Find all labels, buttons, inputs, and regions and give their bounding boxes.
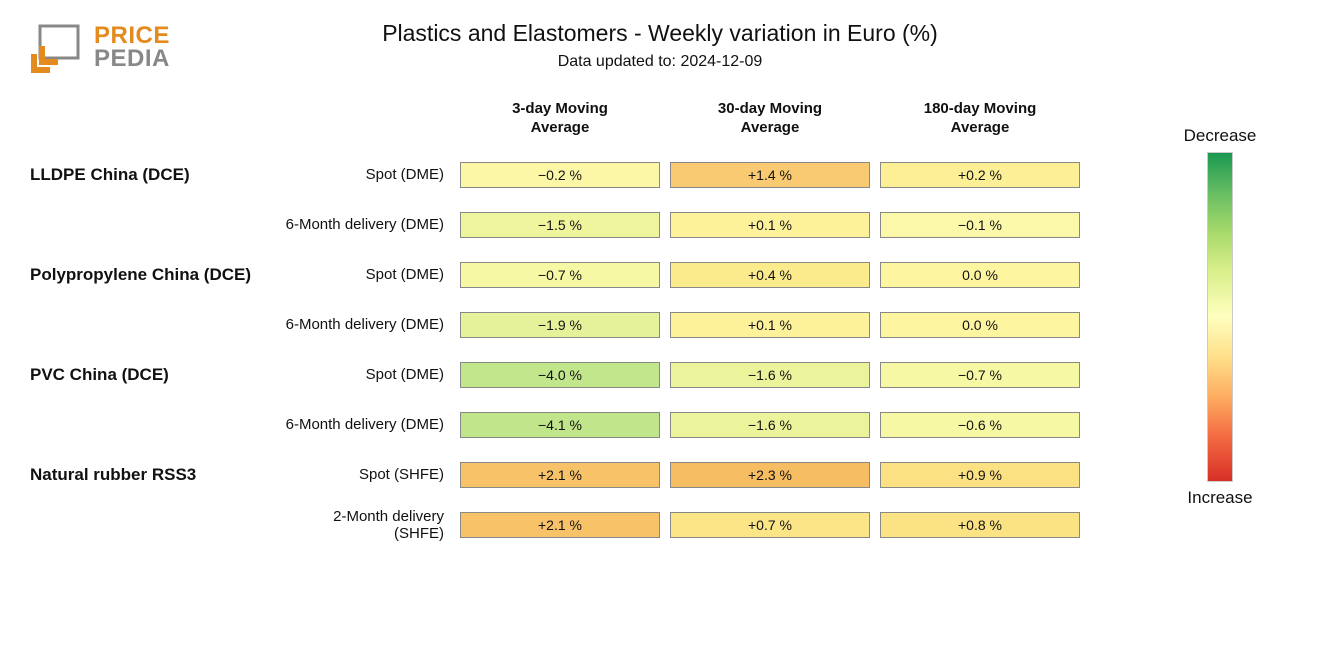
heatmap-cell: +0.1 % [670,212,870,238]
column-header: 30-day Moving Average [670,100,870,138]
sub-label: 6-Month delivery (DME) [280,416,460,433]
heatmap-cell: +1.4 % [670,162,870,188]
sub-label: Spot (DME) [280,266,460,283]
heatmap-cell: −1.5 % [460,212,660,238]
legend-bottom-label: Increase [1160,488,1280,508]
column-header: 3-day Moving Average [460,100,660,138]
heatmap-cell: +0.2 % [880,162,1080,188]
heatmap-cell: +0.9 % [880,462,1080,488]
heatmap-cell: −0.2 % [460,162,660,188]
page-subtitle: Data updated to: 2024-12-09 [0,53,1320,71]
heatmap-cell: −1.9 % [460,312,660,338]
heatmap-cell: −0.1 % [880,212,1080,238]
table-row: Polypropylene China (DCE)Spot (DME)−0.7 … [30,250,1090,300]
table-row: 6-Month delivery (DME)−1.5 % +0.1 % −0.1 % [30,200,1090,250]
column-headers-row: 3-day Moving Average 30-day Moving Avera… [30,100,1090,138]
color-legend: Decrease Increase [1160,120,1280,514]
heatmap-table: 3-day Moving Average 30-day Moving Avera… [30,100,1090,550]
sub-label: Spot (DME) [280,366,460,383]
group-label: Natural rubber RSS3 [30,465,280,485]
table-row: 6-Month delivery (DME)−1.9 % +0.1 % 0.0 % [30,300,1090,350]
heatmap-cell: −1.6 % [670,362,870,388]
heatmap-cell: +2.3 % [670,462,870,488]
heatmap-cell: −4.0 % [460,362,660,388]
table-row: LLDPE China (DCE)Spot (DME)−0.2 % +1.4 % +… [30,150,1090,200]
heatmap-cell: +0.8 % [880,512,1080,538]
table-row: 2-Month delivery (SHFE)+2.1 % +0.7 % +0.8 … [30,500,1090,550]
header: Plastics and Elastomers - Weekly variati… [0,20,1320,71]
legend-gradient-bar [1207,152,1233,482]
heatmap-cell: +2.1 % [460,512,660,538]
group-label: PVC China (DCE) [30,365,280,385]
sub-label: 6-Month delivery (DME) [280,316,460,333]
table-row: Natural rubber RSS3Spot (SHFE)+2.1 % +2.3… [30,450,1090,500]
sub-label: Spot (SHFE) [280,466,460,483]
heatmap-cell: 0.0 % [880,262,1080,288]
group-label: Polypropylene China (DCE) [30,265,280,285]
legend-top-label: Decrease [1160,126,1280,146]
table-row: PVC China (DCE)Spot (DME)−4.0 % −1.6 % −0.… [30,350,1090,400]
heatmap-cell: −0.7 % [460,262,660,288]
group-label: LLDPE China (DCE) [30,165,280,185]
heatmap-cell: −1.6 % [670,412,870,438]
sub-label: 6-Month delivery (DME) [280,216,460,233]
heatmap-cell: 0.0 % [880,312,1080,338]
page-title: Plastics and Elastomers - Weekly variati… [0,20,1320,47]
heatmap-cell: −0.6 % [880,412,1080,438]
sub-label: Spot (DME) [280,166,460,183]
column-header: 180-day Moving Average [880,100,1080,138]
heatmap-cell: −0.7 % [880,362,1080,388]
heatmap-cell: +0.4 % [670,262,870,288]
heatmap-cell: +0.7 % [670,512,870,538]
heatmap-cell: +2.1 % [460,462,660,488]
sub-label: 2-Month delivery (SHFE) [280,508,460,542]
table-row: 6-Month delivery (DME)−4.1 % −1.6 % −0.6 % [30,400,1090,450]
heatmap-cell: −4.1 % [460,412,660,438]
heatmap-cell: +0.1 % [670,312,870,338]
